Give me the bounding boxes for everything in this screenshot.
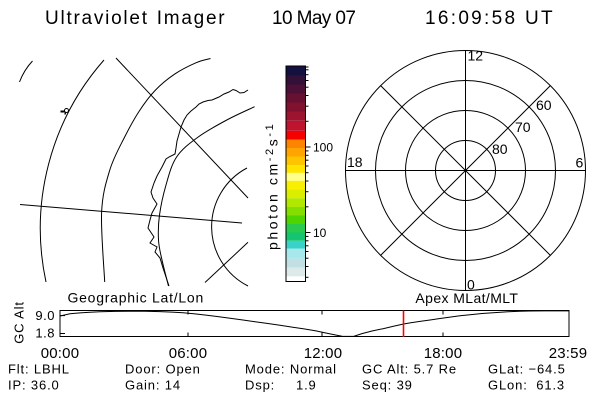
svg-text:Apex MLat/MLT: Apex MLat/MLT [415, 290, 518, 306]
svg-text:1.9: 1.9 [296, 378, 317, 393]
svg-text:100: 100 [313, 141, 333, 155]
svg-text:Gain: 14: Gain: 14 [125, 378, 181, 393]
svg-text:10 May 07: 10 May 07 [272, 8, 355, 29]
svg-text:GLon:: GLon: [488, 378, 528, 393]
svg-text:photon cm-2s-1: photon cm-2s-1 [264, 122, 281, 250]
svg-text:Geographic Lat/Lon: Geographic Lat/Lon [68, 290, 204, 306]
svg-text:Door: Open: Door: Open [125, 362, 201, 377]
svg-text:16:09:58 UT: 16:09:58 UT [425, 8, 555, 29]
svg-text:23:59: 23:59 [549, 345, 588, 362]
svg-text:10: 10 [313, 226, 327, 240]
svg-text:18:00: 18:00 [424, 345, 463, 362]
svg-text:IP: 36.0: IP: 36.0 [8, 378, 60, 393]
svg-text:GC Alt: GC Alt [12, 301, 27, 344]
svg-text:6: 6 [576, 155, 584, 171]
svg-text:1.8: 1.8 [35, 326, 55, 341]
svg-text:Flt: LBHL: Flt: LBHL [8, 362, 70, 377]
svg-text:Seq: 39: Seq: 39 [362, 378, 413, 393]
svg-text:06:00: 06:00 [169, 345, 208, 362]
svg-text:Mode: Normal: Mode: Normal [245, 362, 337, 377]
svg-text:Ultraviolet Imager: Ultraviolet Imager [45, 8, 226, 29]
svg-text:GC Alt: 5.7 Re: GC Alt: 5.7 Re [362, 362, 457, 377]
svg-text:12:00: 12:00 [304, 345, 343, 362]
svg-text:80: 80 [492, 141, 508, 157]
svg-text:00:00: 00:00 [41, 345, 80, 362]
svg-text:61.3: 61.3 [536, 378, 565, 393]
svg-text:GLat: −64.5: GLat: −64.5 [488, 362, 566, 377]
svg-text:60: 60 [536, 97, 552, 113]
svg-text:9.0: 9.0 [35, 308, 55, 323]
svg-text:12: 12 [468, 48, 484, 64]
svg-text:0: 0 [467, 277, 475, 293]
svg-text:Dsp:: Dsp: [245, 378, 275, 393]
svg-text:18: 18 [347, 154, 363, 170]
svg-text:70: 70 [515, 119, 531, 135]
